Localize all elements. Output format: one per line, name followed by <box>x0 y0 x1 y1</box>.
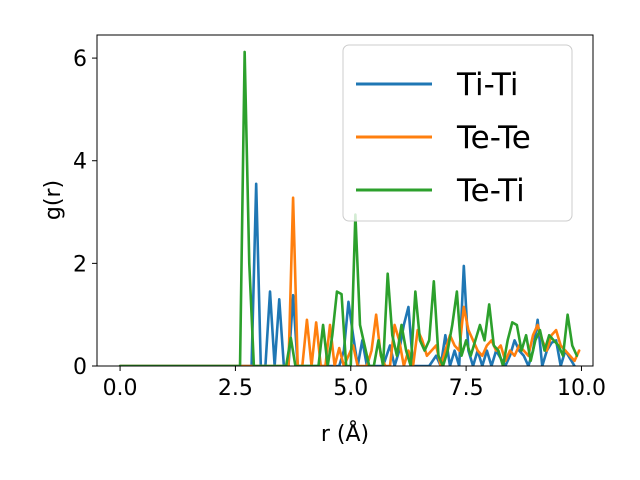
series-layer <box>118 50 581 366</box>
x-tick-label: 0.0 <box>103 376 138 401</box>
y-axis-ticks: 0 2 4 6 <box>73 47 97 380</box>
y-tick-label: 4 <box>73 150 87 175</box>
legend-label-te-ti: Te-Ti <box>456 173 525 209</box>
legend: Ti-Ti Te-Te Te-Ti <box>342 44 573 222</box>
x-tick-label: 5.0 <box>333 376 368 401</box>
plot-frame <box>96 34 594 367</box>
x-axis-ticks: 0.0 2.5 5.0 7.5 10.0 <box>103 366 606 401</box>
y-tick-label: 2 <box>73 252 87 277</box>
legend-box <box>342 44 573 222</box>
y-tick-label: 6 <box>73 47 87 72</box>
x-tick-label: 7.5 <box>449 376 484 401</box>
legend-label-te-te: Te-Te <box>456 120 531 156</box>
y-tick-label: 0 <box>73 355 87 380</box>
series-line-te-ti <box>118 50 579 366</box>
series-line-te-te <box>118 196 581 366</box>
x-tick-label: 2.5 <box>218 376 253 401</box>
legend-label-ti-ti: Ti-Ti <box>456 67 519 103</box>
x-tick-label: 10.0 <box>557 376 606 401</box>
x-axis-label: r (Å) <box>321 420 369 447</box>
y-axis-label: g(r) <box>41 180 66 220</box>
